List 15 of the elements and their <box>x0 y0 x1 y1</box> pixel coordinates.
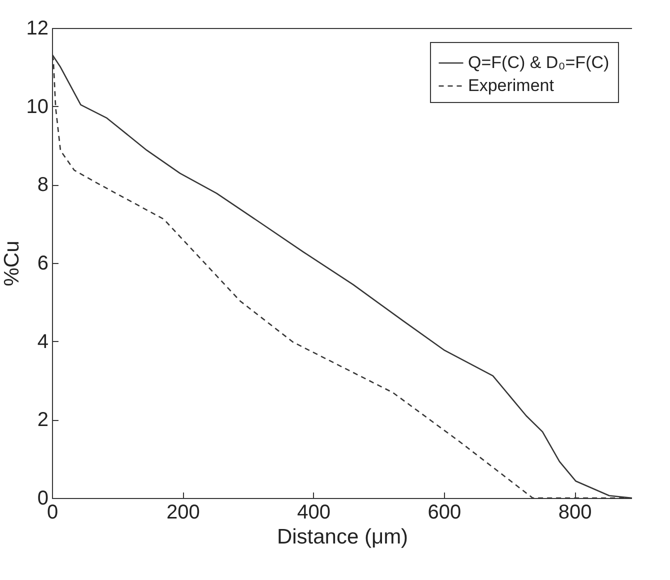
x-axis-title: Distance (μm) <box>276 526 408 548</box>
y-tick-label: 4 <box>37 330 48 353</box>
y-tick-label: 10 <box>26 96 48 118</box>
y-tick-label: 0 <box>37 488 48 510</box>
y-tick-label: 6 <box>37 252 48 274</box>
legend-label: Experiment <box>468 76 554 95</box>
x-tick-label: 400 <box>297 502 330 524</box>
x-tick-label: 600 <box>428 502 462 524</box>
y-axis-title: %Cu <box>0 240 24 286</box>
y-tick-label: 8 <box>37 174 48 196</box>
y-tick-label: 2 <box>37 409 48 432</box>
legend-label: Q=F(C) & D₀=F(C) <box>468 53 610 72</box>
x-tick-label: 200 <box>166 502 200 524</box>
y-tick-label: 12 <box>26 18 48 40</box>
x-tick-label: 800 <box>558 502 592 524</box>
